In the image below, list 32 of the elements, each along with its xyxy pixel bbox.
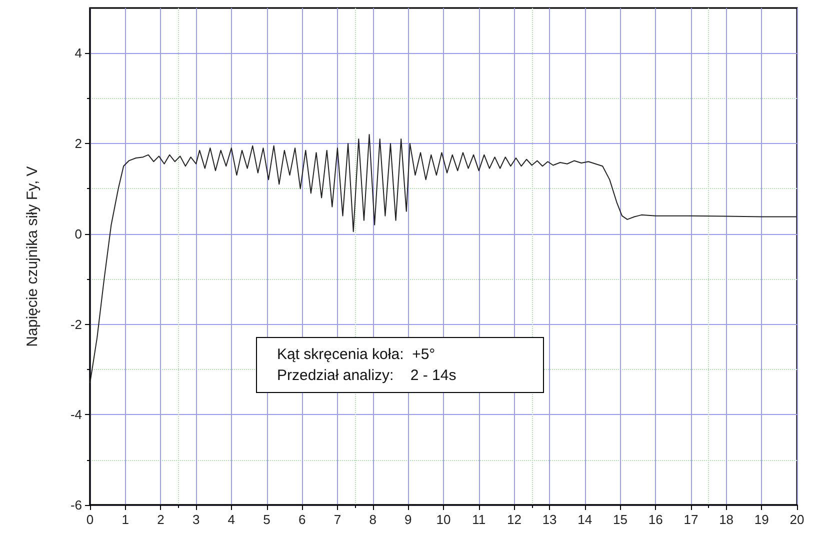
x-tick-label: 15 [613, 512, 628, 527]
x-tick-label: 12 [506, 512, 522, 527]
annotation: Kąt skręcenia koła: +5° [277, 345, 436, 365]
x-tick-label: 1 [122, 512, 129, 527]
x-tick-label: 2 [157, 512, 164, 527]
x-tick-label: 0 [86, 512, 94, 527]
y-axis-title: Napięcie czujnika siły Fy, V [24, 166, 41, 347]
x-tick-label: 4 [228, 512, 236, 527]
x-tick-label: 5 [263, 512, 270, 527]
x-tick-label: 17 [684, 512, 698, 527]
x-tick-label: 6 [298, 512, 306, 527]
x-tick-label: 9 [404, 512, 412, 527]
x-tick-label: 3 [192, 512, 200, 527]
y-tick-label: -2 [70, 316, 82, 332]
x-tick-label: 14 [578, 512, 592, 527]
x-tick-label: 20 [790, 512, 804, 527]
line-series [90, 134, 798, 384]
x-tick-label: 10 [436, 512, 451, 527]
x-tick-label: 18 [719, 512, 734, 527]
x-tick-label: 7 [334, 512, 342, 527]
y-tick-label: -4 [70, 407, 82, 422]
x-tick-label: 13 [542, 512, 557, 527]
note-box: Kąt skręcenia koła: +5° Przedział analizy: 2 - 14s [256, 337, 544, 393]
x-tick-label: 8 [369, 512, 376, 527]
x-tick-label: 16 [648, 512, 663, 527]
y-tick-label: -6 [70, 498, 82, 512]
annotation: Przedział analizy: 2 - 14s [277, 366, 458, 386]
y-tick-label: 4 [74, 46, 82, 61]
x-tick-label: 19 [754, 512, 769, 527]
y-tick-label: 2 [74, 136, 82, 152]
y-tick-label: 0 [74, 226, 82, 242]
x-tick-label: 11 [472, 512, 486, 527]
